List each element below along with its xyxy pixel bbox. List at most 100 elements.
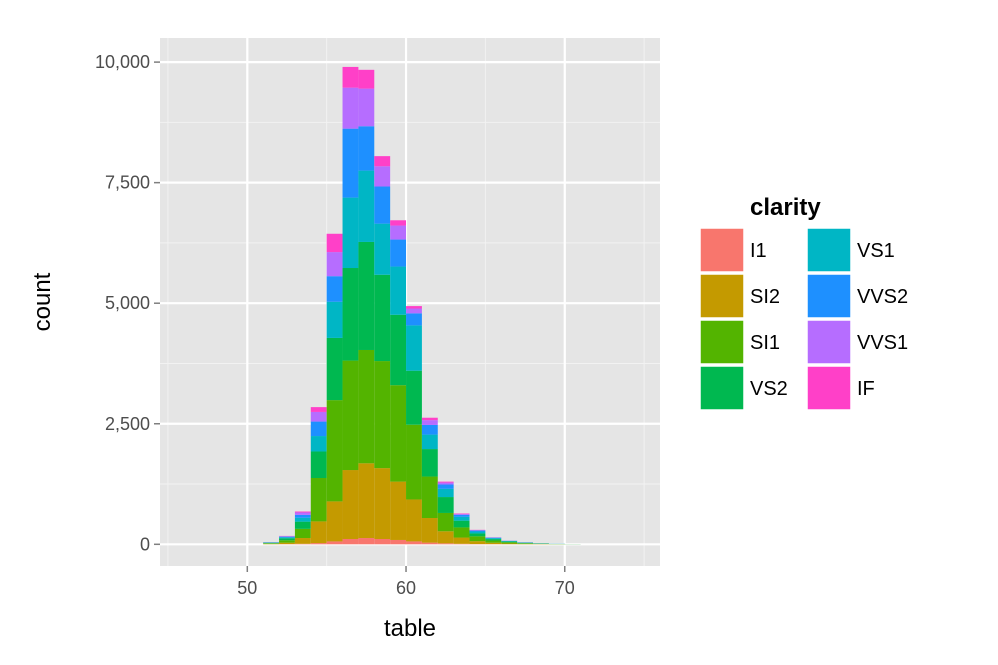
- bar-vs2: [501, 541, 518, 543]
- bar-si1: [310, 478, 327, 522]
- x-axis-title: table: [384, 615, 436, 642]
- bar-si1: [279, 540, 295, 543]
- bar-vs2: [469, 533, 486, 537]
- bar-si1: [517, 543, 534, 544]
- bar-if: [294, 511, 311, 513]
- legend-key-vvs1: [806, 319, 852, 365]
- bar-i1: [406, 541, 422, 545]
- bar-vvs2: [437, 484, 454, 489]
- bar-vs1: [342, 197, 359, 269]
- y-tick-label: 10,000: [95, 52, 150, 72]
- bar-vs1: [374, 223, 391, 275]
- bar-si2: [437, 531, 454, 544]
- bar-vvs2: [390, 239, 407, 267]
- bar-vvs2: [453, 514, 470, 517]
- legend-key-vs1: [806, 227, 852, 273]
- legend-label-vvs2: VVS2: [857, 286, 908, 308]
- bar-vs1: [485, 538, 502, 540]
- bar-vs2: [406, 370, 422, 425]
- bar-vvs1: [326, 252, 343, 277]
- legend-key-si1: [699, 319, 745, 365]
- bar-vs2: [310, 451, 327, 478]
- bar-if: [342, 66, 359, 88]
- bar-si2: [406, 499, 422, 542]
- bar-i1: [374, 539, 391, 545]
- legend-label-vs1: VS1: [857, 240, 895, 262]
- bar-si2: [374, 468, 391, 539]
- bar-si1: [326, 400, 343, 502]
- bar-vvs1: [358, 88, 375, 127]
- x-tick-label: 60: [396, 578, 416, 598]
- bar-si2: [279, 542, 295, 545]
- legend-key-vvs2: [806, 273, 852, 319]
- legend-key-i1: [699, 227, 745, 273]
- bar-si2: [390, 481, 407, 540]
- bar-si1: [469, 536, 486, 542]
- legend-label-i1: I1: [750, 240, 767, 262]
- bar-si1: [294, 528, 311, 539]
- bar-vs1: [310, 436, 327, 452]
- bar-si1: [263, 543, 280, 544]
- legend-label-if: IF: [857, 378, 875, 400]
- legend-label-si1: SI1: [750, 332, 780, 354]
- bar-si1: [501, 542, 518, 544]
- bar-si1: [358, 349, 375, 464]
- bar-i1: [326, 541, 343, 545]
- y-axis-title: count: [29, 272, 56, 331]
- bar-if: [374, 156, 391, 167]
- bar-vs1: [279, 537, 295, 539]
- x-tick-label: 70: [555, 578, 575, 598]
- y-tick-label: 7,500: [105, 173, 150, 193]
- bar-i1: [310, 543, 327, 545]
- bar-vs2: [342, 268, 359, 361]
- bar-vs1: [358, 170, 375, 242]
- bar-vvs2: [294, 514, 311, 518]
- bar-vs2: [421, 449, 438, 477]
- bar-vvs2: [358, 126, 375, 171]
- bar-vvs2: [279, 536, 295, 538]
- bar-vs2: [437, 497, 454, 513]
- bar-si2: [294, 538, 311, 544]
- bar-if: [421, 417, 438, 421]
- bars: [263, 66, 581, 545]
- bar-vs1: [453, 516, 470, 521]
- bar-vs2: [390, 314, 407, 386]
- bar-si1: [421, 476, 438, 519]
- bar-si2: [421, 518, 438, 543]
- legend-label-vs2: VS2: [750, 378, 788, 400]
- x-tick-label: 50: [237, 578, 257, 598]
- bar-if: [310, 407, 327, 412]
- bar-si1: [453, 527, 470, 538]
- bar-vvs1: [406, 308, 422, 314]
- legend-key-si2: [699, 273, 745, 319]
- bar-vs2: [358, 241, 375, 350]
- bar-if: [326, 233, 343, 253]
- bar-vs1: [390, 266, 407, 315]
- y-tick-label: 0: [140, 534, 150, 554]
- bar-vs1: [437, 488, 454, 498]
- bar-vvs1: [437, 482, 454, 485]
- bar-si1: [342, 360, 359, 471]
- bar-vvs1: [294, 512, 311, 515]
- bar-vs1: [406, 325, 422, 371]
- bar-si2: [342, 470, 359, 539]
- bar-si2: [358, 463, 375, 539]
- bar-i1: [358, 538, 375, 545]
- bar-i1: [390, 539, 407, 545]
- bar-si1: [374, 361, 391, 469]
- bar-vs2: [294, 521, 311, 529]
- y-tick-label: 2,500: [105, 414, 150, 434]
- bar-si1: [390, 385, 407, 482]
- bar-vvs2: [469, 530, 486, 532]
- bar-vs1: [294, 517, 311, 522]
- bar-vvs1: [310, 411, 327, 422]
- bar-vvs2: [374, 186, 391, 224]
- bar-vvs2: [326, 276, 343, 302]
- bar-vvs2: [406, 313, 422, 326]
- bar-si2: [453, 537, 470, 544]
- y-tick-label: 5,000: [105, 293, 150, 313]
- bar-vvs1: [421, 420, 438, 425]
- bar-vvs1: [342, 87, 359, 129]
- legend: clarity I1 SI2 SI1 VS2 VS1 VVS2 VVS1 IF: [699, 194, 908, 411]
- bar-vs1: [421, 434, 438, 450]
